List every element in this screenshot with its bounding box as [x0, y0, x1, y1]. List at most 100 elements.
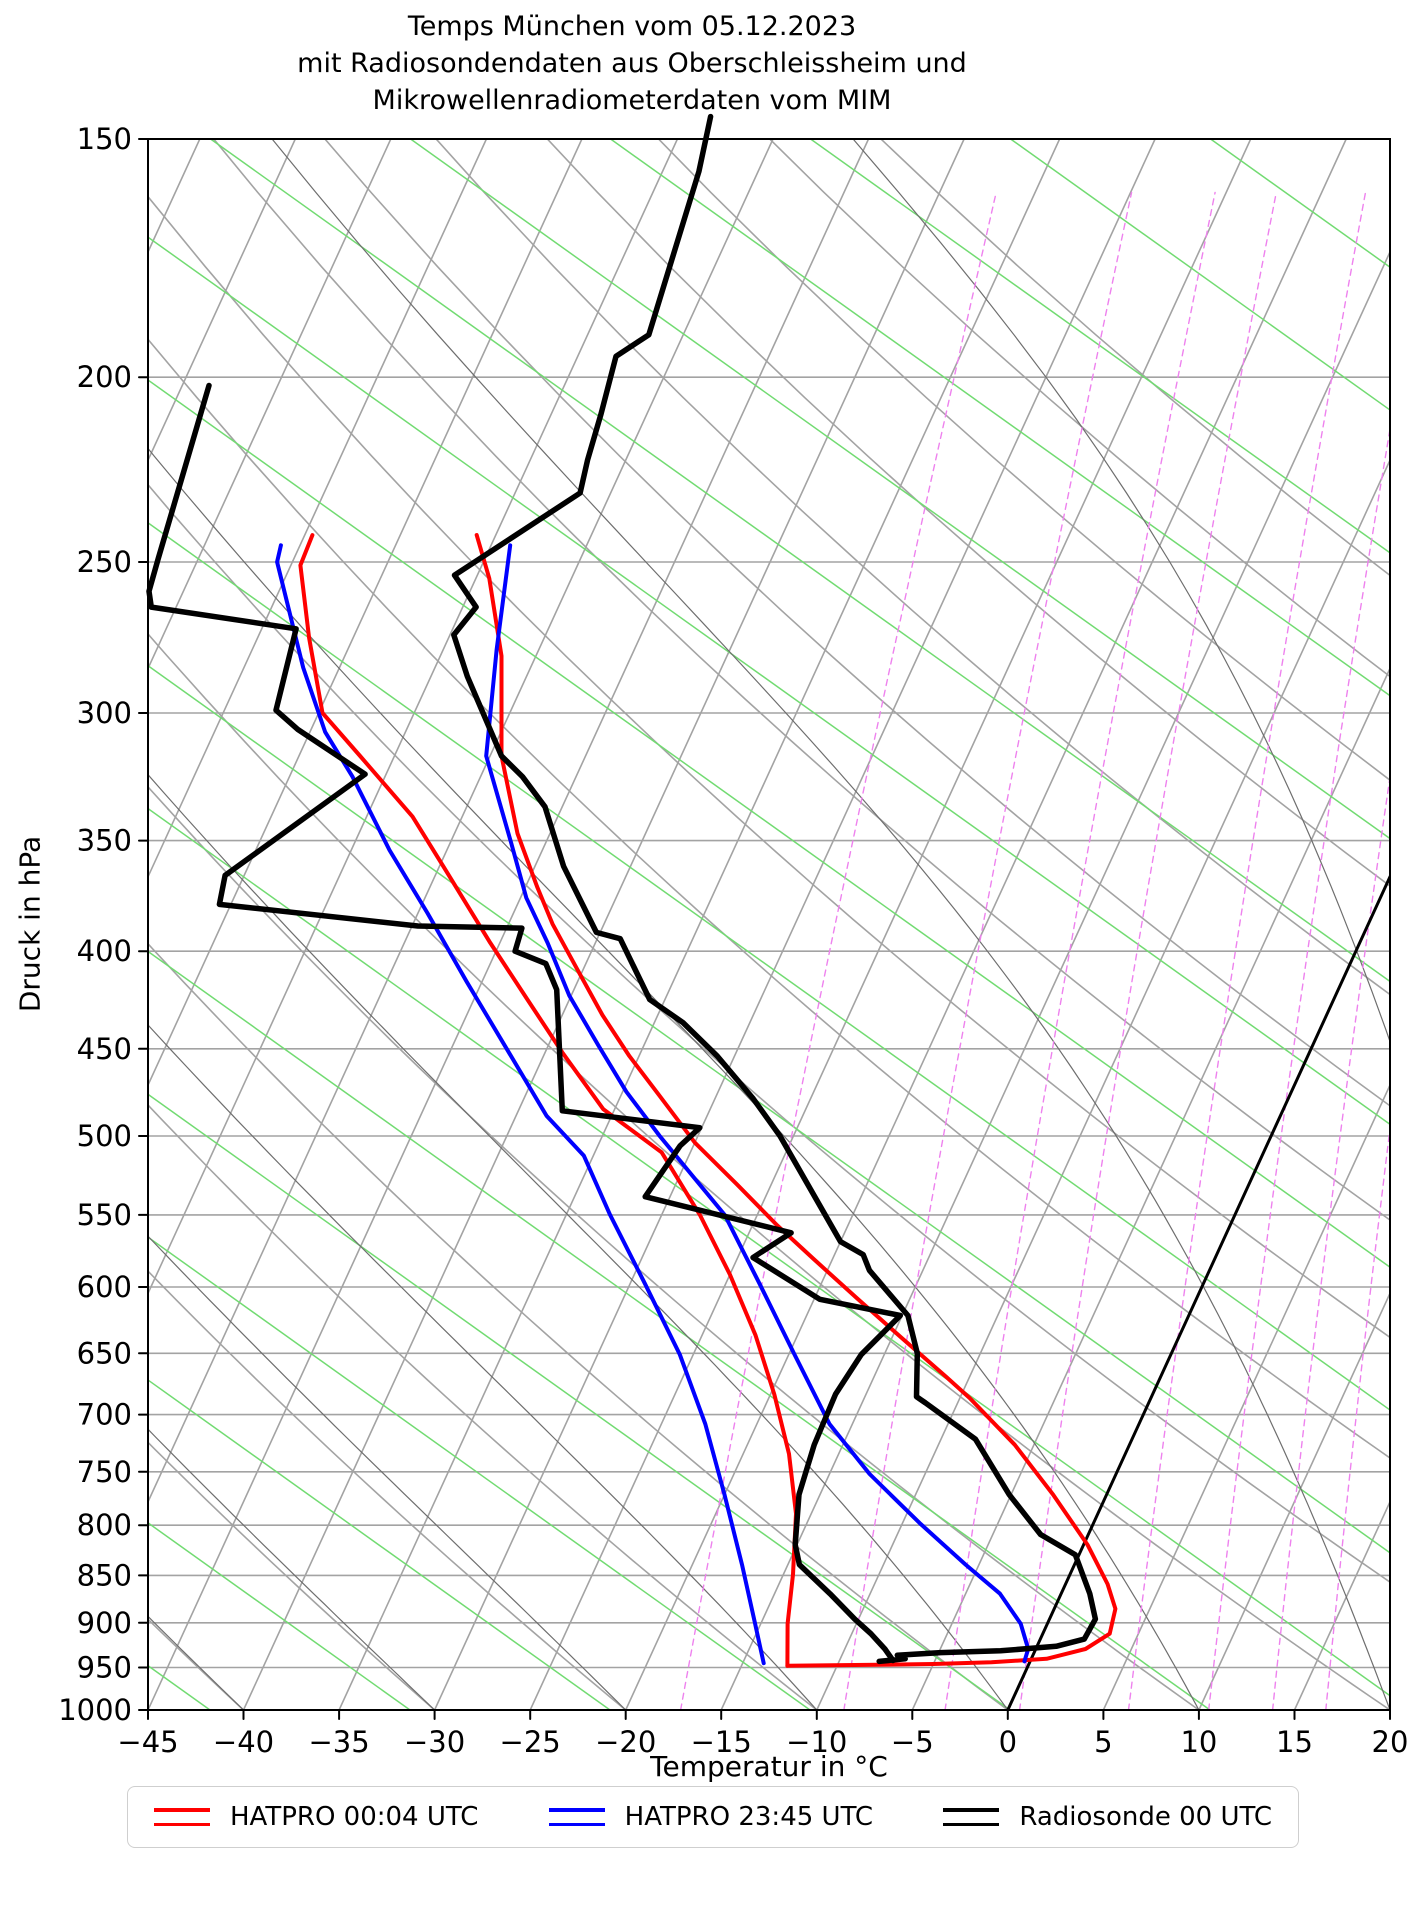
- y-tick-label: 600: [77, 1270, 132, 1304]
- y-tick-label: 850: [77, 1558, 132, 1592]
- moist-adiabat-line: [148, 1379, 611, 1710]
- moist-adiabat-line: [409, 139, 1390, 840]
- pseudoadiabat-line: [271, 139, 1390, 1710]
- isotherm-line: [815, 458, 1390, 1710]
- y-tick-label: 350: [77, 824, 132, 858]
- dry-adiabat-line: [546, 139, 1390, 888]
- dry-adiabat-line: [435, 139, 1390, 996]
- mixing-ratio-line: [1127, 191, 1367, 1710]
- isotherm-line: [1198, 1291, 1390, 1710]
- y-tick-label: 300: [77, 696, 132, 730]
- isotherm-line: [1389, 1708, 1390, 1710]
- isotherm-line: [1006, 874, 1390, 1710]
- y-tick-label: 900: [77, 1606, 132, 1640]
- y-tick-label: 200: [77, 360, 132, 394]
- legend-item-hatpro-0004: HATPRO 00:04 UTC: [154, 1802, 478, 1832]
- isotherm-line: [148, 139, 583, 1088]
- x-tick-label: −15: [691, 1725, 752, 1759]
- legend-line-sample-blue: [548, 1808, 605, 1826]
- y-tick-label: 400: [77, 934, 132, 968]
- y-tick-label: 500: [77, 1119, 132, 1153]
- x-tick-label: −20: [595, 1725, 656, 1759]
- dry-adiabat-line: [148, 483, 1390, 1584]
- chart-title: Temps München vom 05.12.2023 mit Radioso…: [0, 8, 1264, 119]
- x-tick-label: −30: [404, 1725, 465, 1759]
- y-tick-label: 700: [77, 1398, 132, 1432]
- dry-adiabat-line: [148, 1103, 818, 1710]
- mixing-ratio-line: [679, 191, 997, 1710]
- moist-adiabat-line: [1009, 139, 1390, 411]
- pseudoadiabat-line: [148, 447, 1200, 1710]
- hatpro-0004-temperature-curve: [474, 533, 1118, 1668]
- radiosonde-temperature-curve: [451, 113, 1099, 1665]
- x-tick-label: −10: [786, 1725, 847, 1759]
- isotherm-line: [148, 139, 679, 1296]
- dry-adiabat-line: [148, 1269, 627, 1710]
- axis-ticks: −45 −40 −35 −30 −25 −20 −15 −10 −5 0 5 10 15 20 150 200…: [58, 122, 1408, 1759]
- legend-label: Radiosonde 00 UTC: [1019, 1802, 1272, 1832]
- x-tick-label: −45: [117, 1725, 178, 1759]
- mixing-ratio-line: [1207, 425, 1390, 1710]
- legend-label: HATPRO 23:45 UTC: [624, 1802, 874, 1832]
- moist-adiabat-line: [609, 139, 1390, 697]
- isotherm-line: [1102, 1083, 1390, 1710]
- moist-adiabat-line: [148, 664, 1390, 1554]
- pseudoadiabat-line: [148, 773, 1009, 1710]
- x-tick-label: 20: [1372, 1725, 1409, 1759]
- dry-adiabat-line: [148, 338, 1390, 1459]
- isotherm-line: [148, 139, 392, 671]
- chart-title-line3: Mikrowellenradiometerdaten vom MIM: [372, 85, 892, 116]
- x-tick-label: 10: [1180, 1725, 1217, 1759]
- chart-title-line2: mit Radiosondendaten aus Oberschleisshei…: [297, 48, 967, 79]
- moist-adiabat-line: [148, 379, 1390, 1269]
- isotherm-line: [624, 139, 1347, 1710]
- hatpro-2345-dewpoint-curve: [275, 543, 766, 1666]
- x-tick-label: −5: [891, 1725, 934, 1759]
- moist-adiabat-line: [209, 139, 1390, 983]
- y-tick-label: 1000: [58, 1693, 132, 1727]
- y-tick-label: 950: [77, 1651, 132, 1685]
- x-axis-label: Temperatur in °C: [650, 1750, 888, 1783]
- legend-item-radiosonde: Radiosonde 00 UTC: [943, 1802, 1272, 1832]
- plot-border: [147, 138, 1391, 1711]
- y-tick-label: 800: [77, 1508, 132, 1542]
- mixing-ratio-line: [1325, 1123, 1390, 1710]
- y-tick-label: 250: [77, 545, 132, 579]
- chart-title-line1: Temps München vom 05.12.2023: [407, 11, 857, 42]
- x-tick-label: −35: [308, 1725, 369, 1759]
- y-tick-label: 150: [77, 122, 132, 156]
- legend-line-sample-red: [154, 1808, 210, 1826]
- dry-adiabat-line: [148, 785, 1200, 1710]
- zero-isotherm-line: [1006, 873, 1390, 1710]
- background-grid: [0, 139, 1427, 1710]
- pseudoadiabat-line: [148, 1428, 436, 1710]
- isotherm-line: [338, 139, 1061, 1710]
- isotherm-line: [0, 139, 9, 1710]
- moist-adiabat-line: [148, 950, 1211, 1710]
- legend-label: HATPRO 00:04 UTC: [230, 1802, 479, 1832]
- mixing-ratio-line: [1392, 192, 1427, 1710]
- moist-adiabat-line: [1411, 139, 1427, 1710]
- isotherm-line: [433, 139, 1156, 1710]
- x-tick-label: −25: [500, 1725, 561, 1759]
- dry-adiabat-line: [212, 139, 1390, 1222]
- dry-adiabat-line: [323, 139, 1390, 1107]
- x-tick-label: 5: [1094, 1725, 1112, 1759]
- radiosonde-dewpoint-curve: [146, 382, 904, 1664]
- isotherm-line: [148, 139, 297, 463]
- pseudoadiabat-line: [852, 139, 1390, 1044]
- legend-item-hatpro-2345: HATPRO 23:45 UTC: [548, 1802, 874, 1832]
- mixing-ratio-line: [944, 191, 1216, 1710]
- pseudoadiabat-line: [148, 1024, 818, 1710]
- dry-adiabat-line: [148, 942, 1009, 1710]
- legend: HATPRO 00:04 UTC HATPRO 23:45 UTC Radios…: [127, 1786, 1299, 1848]
- sounding-curves: [146, 113, 1118, 1668]
- y-tick-label: 750: [77, 1455, 132, 1489]
- moist-adiabat-line: [148, 521, 1390, 1411]
- dry-adiabat-line: [148, 1441, 436, 1710]
- isotherm-line: [1293, 1499, 1390, 1710]
- hatpro-0004-dewpoint-curve: [298, 533, 798, 1668]
- isotherm-line: [148, 139, 870, 1710]
- dry-adiabat-line: [148, 632, 1390, 1710]
